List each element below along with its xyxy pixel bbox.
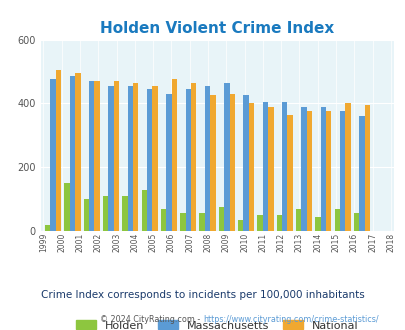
Bar	[205, 86, 210, 231]
Bar	[199, 214, 205, 231]
Bar	[89, 81, 94, 231]
Text: © 2024 CityRating.com -: © 2024 CityRating.com -	[100, 315, 202, 324]
Bar	[166, 94, 171, 231]
Bar	[113, 81, 119, 231]
Bar	[237, 220, 243, 231]
Bar	[276, 215, 281, 231]
Bar	[224, 82, 229, 231]
Bar	[103, 196, 108, 231]
Bar	[70, 76, 75, 231]
Bar	[190, 82, 196, 231]
Bar	[295, 209, 301, 231]
Bar	[268, 107, 273, 231]
Bar	[358, 116, 364, 231]
Bar	[334, 209, 339, 231]
Bar	[56, 70, 61, 231]
Bar	[325, 112, 330, 231]
Bar	[141, 189, 147, 231]
Bar	[133, 82, 138, 231]
Bar	[243, 95, 248, 231]
Bar	[315, 216, 320, 231]
Bar	[210, 95, 215, 231]
Bar	[364, 105, 369, 231]
Bar	[229, 94, 234, 231]
Bar	[180, 214, 185, 231]
Legend: Holden, Massachusetts, National: Holden, Massachusetts, National	[73, 317, 360, 330]
Bar	[248, 103, 254, 231]
Bar	[353, 214, 358, 231]
Bar	[45, 225, 50, 231]
Bar	[339, 112, 345, 231]
Text: Crime Index corresponds to incidents per 100,000 inhabitants: Crime Index corresponds to incidents per…	[41, 290, 364, 300]
Bar	[171, 80, 177, 231]
Bar	[108, 86, 113, 231]
Bar	[306, 112, 311, 231]
Bar	[287, 115, 292, 231]
Bar	[83, 199, 89, 231]
Title: Holden Violent Crime Index: Holden Violent Crime Index	[100, 21, 333, 36]
Bar	[257, 215, 262, 231]
Bar	[320, 107, 325, 231]
Bar	[301, 107, 306, 231]
Text: https://www.cityrating.com/crime-statistics/: https://www.cityrating.com/crime-statist…	[202, 315, 378, 324]
Bar	[50, 80, 56, 231]
Bar	[147, 89, 152, 231]
Bar	[218, 207, 224, 231]
Bar	[75, 73, 80, 231]
Bar	[94, 81, 100, 231]
Bar	[345, 103, 350, 231]
Bar	[262, 102, 268, 231]
Bar	[185, 89, 190, 231]
Bar	[281, 102, 287, 231]
Bar	[127, 86, 133, 231]
Bar	[160, 209, 166, 231]
Bar	[122, 196, 127, 231]
Bar	[152, 86, 158, 231]
Bar	[64, 183, 70, 231]
